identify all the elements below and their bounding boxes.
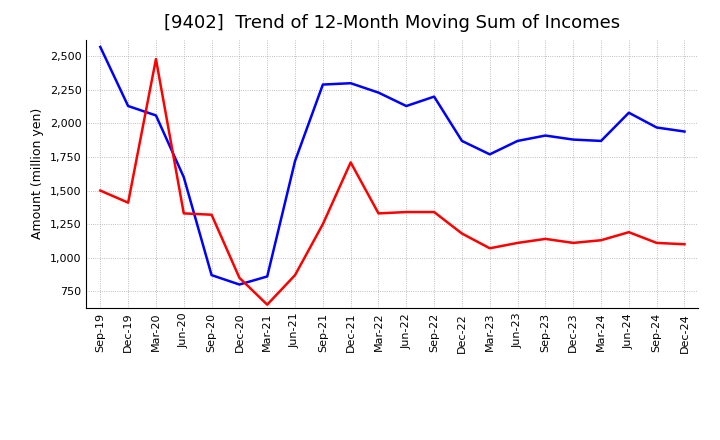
Ordinary Income bbox=[318, 82, 327, 87]
Ordinary Income bbox=[291, 158, 300, 164]
Net Income bbox=[96, 188, 104, 193]
Net Income bbox=[291, 272, 300, 278]
Net Income bbox=[402, 209, 410, 215]
Ordinary Income bbox=[346, 81, 355, 86]
Net Income bbox=[569, 240, 577, 246]
Ordinary Income bbox=[263, 274, 271, 279]
Net Income bbox=[124, 200, 132, 205]
Ordinary Income bbox=[124, 103, 132, 109]
Ordinary Income bbox=[485, 152, 494, 157]
Net Income bbox=[513, 240, 522, 246]
Title: [9402]  Trend of 12-Month Moving Sum of Incomes: [9402] Trend of 12-Month Moving Sum of I… bbox=[164, 15, 621, 33]
Line: Net Income: Net Income bbox=[100, 59, 685, 304]
Net Income bbox=[485, 246, 494, 251]
Net Income bbox=[152, 56, 161, 62]
Ordinary Income bbox=[624, 110, 633, 115]
Ordinary Income bbox=[458, 138, 467, 143]
Net Income bbox=[235, 275, 243, 280]
Ordinary Income bbox=[541, 133, 550, 138]
Ordinary Income bbox=[402, 103, 410, 109]
Ordinary Income bbox=[96, 44, 104, 50]
Y-axis label: Amount (million yen): Amount (million yen) bbox=[31, 108, 44, 239]
Ordinary Income bbox=[152, 113, 161, 118]
Net Income bbox=[624, 230, 633, 235]
Ordinary Income bbox=[235, 282, 243, 287]
Net Income bbox=[430, 209, 438, 215]
Line: Ordinary Income: Ordinary Income bbox=[100, 47, 685, 285]
Net Income bbox=[318, 221, 327, 227]
Net Income bbox=[179, 211, 188, 216]
Ordinary Income bbox=[374, 90, 383, 95]
Net Income bbox=[207, 212, 216, 217]
Net Income bbox=[374, 211, 383, 216]
Ordinary Income bbox=[513, 138, 522, 143]
Ordinary Income bbox=[430, 94, 438, 99]
Ordinary Income bbox=[680, 129, 689, 134]
Ordinary Income bbox=[569, 137, 577, 142]
Net Income bbox=[458, 231, 467, 236]
Net Income bbox=[346, 160, 355, 165]
Ordinary Income bbox=[597, 138, 606, 143]
Net Income bbox=[680, 242, 689, 247]
Ordinary Income bbox=[652, 125, 661, 130]
Net Income bbox=[541, 236, 550, 242]
Net Income bbox=[652, 240, 661, 246]
Net Income bbox=[597, 238, 606, 243]
Ordinary Income bbox=[179, 175, 188, 180]
Ordinary Income bbox=[207, 272, 216, 278]
Net Income bbox=[263, 302, 271, 307]
